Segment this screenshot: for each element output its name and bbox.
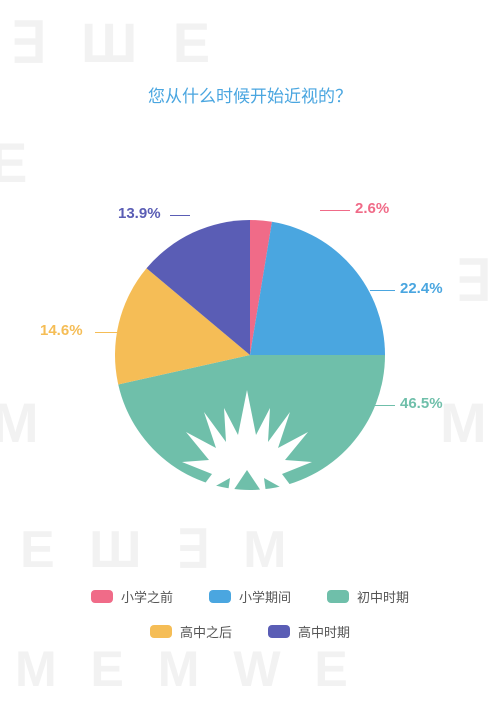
slice-label: 2.6% [355,200,389,217]
leader-line [320,210,350,211]
legend-swatch [327,590,349,603]
legend-item: 小学期间 [209,587,291,606]
leader-line [170,215,190,216]
leader-line [370,290,395,291]
slice-label: 14.6% [40,322,83,339]
slice-label: 13.9% [118,205,161,222]
legend-swatch [91,590,113,603]
legend-label: 小学之前 [121,587,173,606]
legend-item: 初中时期 [327,587,409,606]
legend-item: 高中时期 [268,622,350,641]
pie-chart: 2.6% 22.4% 46.5% 14.6% 13.9% [0,180,500,540]
legend-label: 初中时期 [357,587,409,606]
legend: 小学之前 小学期间 初中时期高中之后 高中时期 [0,587,500,641]
legend-label: 小学期间 [239,587,291,606]
burst-icon [182,390,312,500]
leader-line [370,405,395,406]
legend-label: 高中之后 [180,622,232,641]
watermark: ∃ Ш E [10,10,220,76]
legend-swatch [150,625,172,638]
legend-swatch [209,590,231,603]
legend-item: 高中之后 [150,622,232,641]
leader-line [95,332,120,333]
slice-label: 46.5% [400,395,443,412]
legend-label: 高中时期 [298,622,350,641]
watermark: M E M W E [15,640,358,698]
legend-item: 小学之前 [91,587,173,606]
slice-label: 22.4% [400,280,443,297]
legend-swatch [268,625,290,638]
chart-title: 您从什么时候开始近视的？ [0,82,500,107]
